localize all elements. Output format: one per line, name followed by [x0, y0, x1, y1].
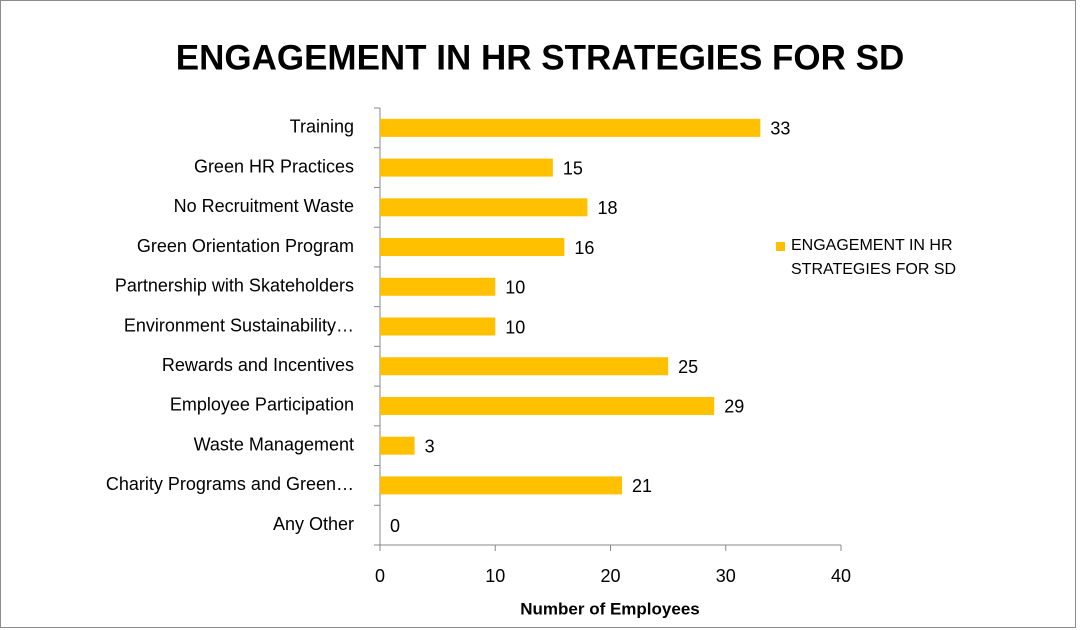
- bar: [380, 158, 553, 177]
- value-label: 21: [632, 476, 652, 496]
- value-label: 3: [425, 436, 435, 456]
- bar: [380, 476, 623, 495]
- x-tick-label: 30: [716, 566, 736, 586]
- value-label: 16: [574, 238, 594, 258]
- bar: [380, 396, 715, 415]
- x-tick-label: 0: [375, 566, 385, 586]
- x-axis-label: Number of Employees: [520, 599, 700, 618]
- value-label: 25: [678, 357, 698, 377]
- value-label: 33: [770, 119, 790, 139]
- bar: [380, 118, 761, 137]
- value-label: 29: [724, 397, 744, 417]
- bar: [380, 198, 588, 217]
- y-tick-label: No Recruitment Waste: [174, 196, 354, 216]
- x-tick-label: 40: [831, 566, 851, 586]
- chart-title: ENGAGEMENT IN HR STRATEGIES FOR SD: [176, 38, 905, 77]
- y-tick-label: Rewards and Incentives: [162, 355, 354, 375]
- y-tick-label: Employee Participation: [170, 395, 354, 415]
- legend-label: ENGAGEMENT IN HR STRATEGIES FOR SD: [791, 237, 957, 278]
- y-tick-label: Waste Management: [194, 434, 354, 454]
- y-tick-label: Partnership with Skateholders: [115, 276, 354, 296]
- bar: [380, 436, 415, 455]
- bar: [380, 277, 496, 296]
- legend-swatch: [776, 242, 785, 251]
- value-label: 0: [390, 516, 400, 536]
- bar: [380, 357, 669, 376]
- y-tick-label: Charity Programs and Green…: [106, 474, 354, 494]
- y-tick-label: Environment Sustainability…: [124, 315, 354, 335]
- y-tick-label: Any Other: [273, 514, 354, 534]
- value-label: 18: [597, 198, 617, 218]
- value-label: 10: [505, 278, 525, 298]
- x-tick-label: 20: [600, 566, 620, 586]
- bar: [380, 238, 565, 257]
- value-label: 10: [505, 317, 525, 337]
- legend: ENGAGEMENT IN HR STRATEGIES FOR SD: [776, 234, 1006, 282]
- x-tick-label: 10: [485, 566, 505, 586]
- value-label: 15: [563, 158, 583, 178]
- bar: [380, 317, 496, 336]
- y-tick-label: Green Orientation Program: [137, 236, 354, 256]
- y-tick-label: Green HR Practices: [194, 156, 354, 176]
- y-tick-label: Training: [290, 117, 354, 137]
